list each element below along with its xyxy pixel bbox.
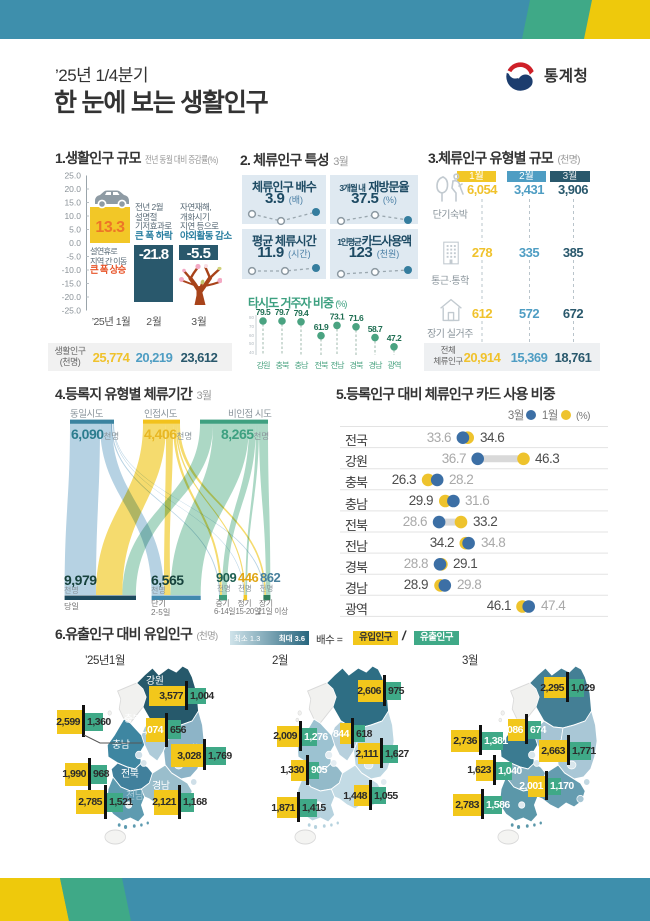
svg-text:79.7: 79.7 [275,307,290,317]
svg-text:10.0: 10.0 [64,211,81,221]
svg-text:71.6: 71.6 [349,313,364,323]
svg-text:-5.0: -5.0 [66,252,81,262]
svg-text:통계청: 통계청 [544,66,588,85]
svg-text:광역: 광역 [387,360,401,370]
svg-text:61.9: 61.9 [314,322,329,332]
svg-text:전남: 전남 [330,360,345,370]
svg-text:경남: 경남 [368,360,383,370]
svg-text:-20.0: -20.0 [62,292,82,302]
svg-text:73.1: 73.1 [330,312,345,322]
svg-text:20.0: 20.0 [64,184,81,194]
svg-text:70: 70 [249,324,255,329]
svg-text:최대 3.6: 최대 3.6 [279,633,305,643]
svg-text:5.0: 5.0 [69,225,81,235]
svg-text:80: 80 [249,315,255,320]
svg-text:40: 40 [249,350,255,355]
svg-text:-10.0: -10.0 [62,265,82,275]
svg-text:전북: 전북 [314,360,329,370]
svg-text:25.0: 25.0 [64,171,81,181]
svg-text:-25.0: -25.0 [62,306,82,316]
svg-text:충북: 충북 [275,361,290,370]
svg-text:강원: 강원 [256,360,270,370]
svg-text:15.0: 15.0 [64,198,81,208]
svg-text:79.4: 79.4 [294,308,309,318]
svg-text:47.2: 47.2 [387,333,402,343]
svg-text:58.7: 58.7 [368,324,383,334]
svg-text:50: 50 [249,341,255,346]
svg-text:0.0: 0.0 [69,238,81,248]
svg-text:최소 1.3: 최소 1.3 [234,633,260,643]
svg-text:79.5: 79.5 [256,307,271,317]
svg-text:-15.0: -15.0 [62,279,82,289]
svg-text:경북: 경북 [349,360,364,370]
svg-text:60: 60 [249,333,255,338]
svg-text:충남: 충남 [294,361,309,370]
